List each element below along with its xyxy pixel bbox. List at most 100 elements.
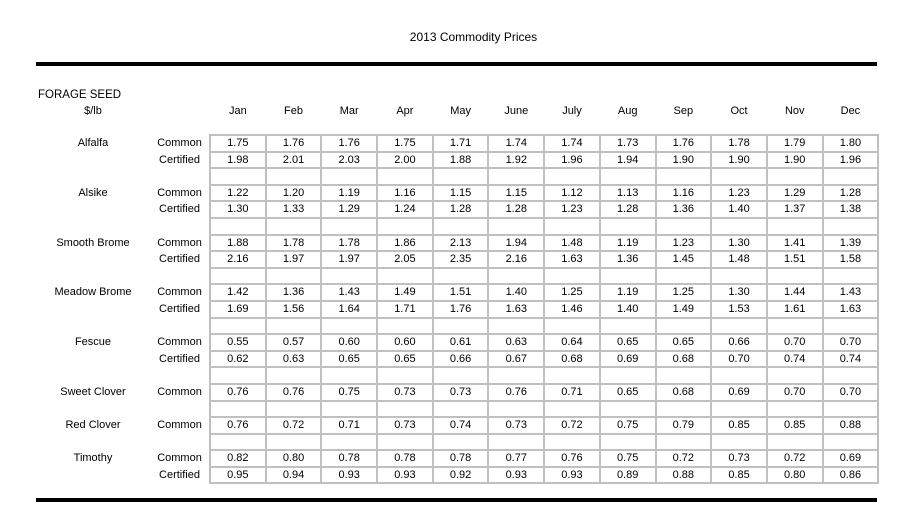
price-cell: 1.41 [765,233,824,253]
price-cell: 1.28 [821,183,880,203]
price-cell: 0.75 [320,382,379,402]
grade-label: Certified [159,253,200,266]
price-cell: 1.30 [209,200,267,219]
price-cell: 1.33 [264,200,323,219]
empty-cell [543,167,601,186]
price-cell: 0.92 [431,465,490,485]
price-cell: 0.77 [487,449,546,468]
price-cell: 1.30 [710,233,768,253]
price-cell: 1.42 [209,283,267,302]
grade-label: Common [157,452,202,465]
price-cell: 0.72 [543,416,601,435]
commodity-label [36,168,150,185]
empty-cell [209,266,267,286]
grade-label: Common [157,419,202,432]
price-cell: 0.74 [765,349,824,369]
price-cell: 1.94 [487,233,546,253]
empty-cell [376,432,434,452]
empty-cell [264,266,323,286]
price-cell: 0.93 [487,465,546,485]
commodity-label [36,434,150,451]
price-cell: 1.58 [821,250,880,269]
price-row: Certified 1.69 1.56 1.64 1.71 1.76 1.63 1.46 1.4… [36,299,880,319]
price-cell: 1.19 [598,233,657,253]
price-cell: 1.44 [765,283,824,302]
grade-label [150,268,210,285]
empty-cell [598,167,657,186]
empty-cell [320,366,379,385]
commodity-label [36,218,150,235]
empty-cell [710,266,768,286]
empty-cell [376,167,434,186]
price-cell: 1.16 [376,183,434,203]
month-header: Aug [617,105,638,117]
month-header: Nov [784,105,805,117]
price-cell: 2.05 [376,250,434,269]
empty-cell [543,366,601,385]
empty-cell [821,316,880,336]
price-row: Timothy Common 0.82 0.80 0.78 0.78 0.78 0.77 0.7… [36,449,880,468]
empty-cell [209,399,267,419]
price-cell: 1.86 [376,233,434,253]
empty-cell [264,167,323,186]
empty-cell [598,366,657,385]
month-header-row: $/lb Jan Feb Mar Apr May June July Aug Sep Oct Nov… [36,100,878,135]
price-cell: 0.57 [264,333,323,352]
price-cell: 1.15 [487,183,546,203]
price-cell: 1.71 [376,299,434,319]
price-cell: 1.88 [431,150,490,170]
empty-cell [487,366,546,385]
price-cell: 1.12 [543,183,601,203]
price-cell: 1.92 [487,150,546,170]
price-cell: 1.49 [376,283,434,302]
price-cell: 2.00 [376,150,434,170]
empty-cell [431,167,490,186]
price-cell: 0.85 [710,465,768,485]
price-cell: 0.73 [431,382,490,402]
empty-cell [598,432,657,452]
price-cell: 1.51 [431,283,490,302]
price-cell: 0.60 [376,333,434,352]
price-cell: 1.61 [765,299,824,319]
empty-cell [487,432,546,452]
empty-cell [376,216,434,236]
empty-cell [598,399,657,419]
empty-cell [543,216,601,236]
price-row: Smooth Brome Common 1.88 1.78 1.78 1.86 2.13 1.… [36,233,880,253]
empty-cell [710,399,768,419]
grade-label [150,218,210,235]
price-cell: 0.93 [320,465,379,485]
price-cell: 1.46 [543,299,601,319]
grade-label: Common [157,286,202,299]
price-cell: 1.78 [710,134,768,153]
commodity-label: Alfalfa [77,137,109,149]
empty-cell [320,316,379,336]
price-cell: 0.71 [543,382,601,402]
price-cell: 1.75 [376,134,434,153]
price-cell: 1.39 [821,233,880,253]
price-cell: 1.76 [320,134,379,153]
price-cell: 1.29 [765,183,824,203]
price-cell: 1.73 [598,134,657,153]
commodity-label: Timothy [73,452,113,465]
price-cell: 1.53 [710,299,768,319]
price-cell: 0.75 [598,449,657,468]
price-cell: 1.97 [320,250,379,269]
empty-cell [487,316,546,336]
price-cell: 1.40 [487,283,546,302]
grade-label [150,434,210,451]
price-row: Certified 0.62 0.63 0.65 0.65 0.66 0.67 0.68 0.6… [36,349,880,369]
empty-cell [654,366,713,385]
spacer-row [36,216,880,236]
empty-cell [320,399,379,419]
price-cell: 1.78 [264,233,323,253]
price-cell: 0.86 [821,465,880,485]
price-cell: 0.69 [598,349,657,369]
empty-cell [654,167,713,186]
price-row: Meadow Brome Common 1.42 1.36 1.43 1.49 1.51 1.… [36,283,880,302]
price-row: Certified 2.16 1.97 1.97 2.05 2.35 2.16 1.63 1.3… [36,250,880,269]
empty-cell [431,216,490,236]
empty-cell [710,432,768,452]
month-header: May [450,105,471,117]
price-cell: 1.90 [710,150,768,170]
